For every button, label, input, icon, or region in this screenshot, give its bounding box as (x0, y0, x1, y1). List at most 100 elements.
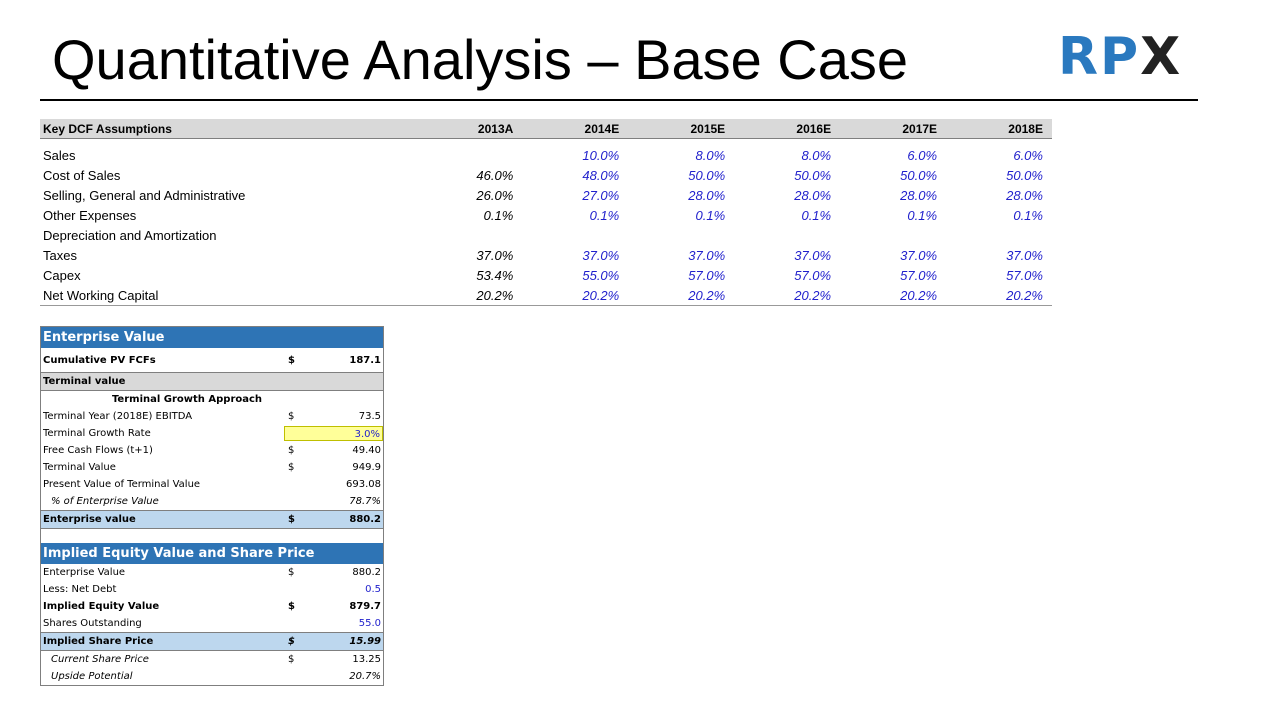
assumption-value: 0.1% (801, 207, 832, 223)
assumption-value: 8.0% (801, 147, 832, 163)
assumption-value: 6.0% (1013, 147, 1043, 163)
row-label: Implied Equity Value (43, 601, 160, 612)
assumption-value: 55.0% (582, 267, 620, 283)
row-value: 49.40 (352, 445, 381, 456)
assumption-value: 37.0% (1006, 247, 1043, 263)
logo-x-mark: X (1140, 27, 1183, 87)
row-dollar: $ (288, 462, 295, 473)
approach-label: Terminal Growth Approach (111, 394, 263, 405)
row-value: 0.5 (365, 584, 381, 595)
row-label: Terminal Value (43, 462, 116, 473)
eq-row: Current Share Price $ 13.25 (41, 651, 383, 668)
ev-row: Terminal Value $ 949.9 (41, 459, 383, 476)
row-dollar: $ (288, 411, 295, 422)
row-value: 78.7% (349, 496, 381, 507)
row-value: 879.7 (349, 601, 381, 612)
assumption-value: 0.1% (1013, 207, 1043, 223)
year-header: 2013A (477, 121, 514, 136)
assumption-value: 50.0% (688, 167, 726, 183)
assumption-label: Other Expenses (43, 207, 137, 223)
row-label: Cumulative PV FCFs (43, 354, 156, 366)
assumption-value: 8.0% (695, 147, 726, 163)
assumption-value: 50.0% (900, 167, 938, 183)
assumption-row: Other Expenses 0.1% 0.1% 0.1% 0.1% 0.1% 0.1% (40, 205, 1052, 225)
terminal-growth-approach: Terminal Growth Approach (41, 391, 383, 408)
row-dollar: $ (288, 567, 295, 578)
title-divider (40, 99, 1198, 101)
eq-row: Implied Equity Value $ 879.7 (41, 598, 383, 615)
assumption-value: 20.2% (688, 287, 726, 303)
assumption-value: 37.0% (794, 247, 832, 263)
enterprise-value-total-row: Enterprise value $ 880.2 (41, 510, 383, 529)
assumption-value: 57.0% (1006, 267, 1043, 283)
logo-text: RP (1058, 27, 1141, 87)
row-label: Present Value of Terminal Value (43, 479, 201, 490)
ev-row: % of Enterprise Value 78.7% (41, 493, 383, 510)
assumption-value: 37.0% (688, 247, 726, 263)
assumption-value: 57.0% (688, 267, 726, 283)
assumption-value: 10.0% (582, 147, 620, 163)
cumulative-pv-row: Cumulative PV FCFs $ 187.1 (41, 348, 383, 372)
terminal-growth-rate-input[interactable]: 3.0% (284, 426, 383, 441)
row-value: 693.08 (346, 479, 381, 490)
ev-row: Terminal Growth Rate 3.0% (41, 425, 383, 442)
row-label: Current Share Price (51, 654, 149, 665)
assumption-value: 37.0% (900, 247, 938, 263)
assumption-value: 53.4% (476, 267, 514, 283)
assumption-row: Selling, General and Administrative 26.0%… (40, 185, 1052, 205)
assumption-value: 28.0% (900, 187, 938, 203)
assumption-label: Capex (43, 267, 81, 283)
assumption-value: 46.0% (476, 167, 514, 183)
assumption-label: Cost of Sales (43, 167, 121, 183)
assumption-label: Net Working Capital (43, 287, 159, 303)
assumption-label: Sales (43, 147, 76, 163)
row-label: Less: Net Debt (43, 584, 117, 595)
row-value: 187.1 (349, 354, 381, 366)
row-label: Upside Potential (51, 671, 133, 682)
assumption-value: 48.0% (582, 167, 620, 183)
year-header: 2018E (1008, 121, 1043, 136)
ev-row: Present Value of Terminal Value 693.08 (41, 476, 383, 493)
eq-row: Shares Outstanding 55.0 (41, 615, 383, 632)
ev-row: Terminal Year (2018E) EBITDA $ 73.5 (41, 408, 383, 425)
row-dollar: $ (288, 354, 295, 366)
assumption-row: Capex 53.4% 55.0% 57.0% 57.0% 57.0% 57.0% (40, 265, 1052, 285)
assumption-value: 50.0% (794, 167, 832, 183)
assumption-value: 20.2% (900, 287, 938, 303)
assumption-value: 20.2% (794, 287, 832, 303)
row-value: 15.99 (349, 636, 381, 647)
year-header: 2015E (690, 121, 726, 136)
assumption-row: Net Working Capital 20.2% 20.2% 20.2% 20.2% 2… (40, 285, 1052, 305)
row-dollar: $ (288, 654, 295, 665)
row-value: 13.25 (352, 654, 381, 665)
assumption-value: 37.0% (476, 247, 514, 263)
table-header: Key DCF Assumptions 2013A 2014E 2015E 20… (40, 119, 1052, 139)
assumption-value: 0.1% (483, 207, 514, 223)
assumption-row: Cost of Sales 46.0% 48.0% 50.0% 50.0% 50.0% 50… (40, 165, 1052, 185)
assumption-value: 28.0% (688, 187, 726, 203)
assumption-value: 26.0% (476, 187, 514, 203)
assumption-row: Taxes 37.0% 37.0% 37.0% 37.0% 37.0% 37.0% (40, 245, 1052, 265)
row-label: % of Enterprise Value (51, 496, 159, 507)
row-dollar: $ (288, 601, 295, 612)
assumption-value: 0.1% (589, 207, 620, 223)
rpx-logo: RP X (1058, 27, 1183, 87)
implied-equity-panel: Implied Equity Value and Share Price Ent… (40, 543, 384, 686)
row-label: Free Cash Flows (t+1) (43, 445, 153, 456)
assumption-value: 57.0% (794, 267, 832, 283)
row-value: 55.0 (358, 618, 381, 629)
assumption-value: 0.1% (907, 207, 938, 223)
assumption-value: 27.0% (582, 187, 620, 203)
assumption-value: 20.2% (582, 287, 620, 303)
row-label: Implied Share Price (43, 636, 154, 647)
enterprise-value-panel: Enterprise Value Cumulative PV FCFs $ 18… (40, 326, 384, 544)
assumption-value: 6.0% (907, 147, 938, 163)
assumption-value: 20.2% (1006, 287, 1043, 303)
assumption-value: 57.0% (900, 267, 938, 283)
row-label: Enterprise value (43, 514, 136, 525)
row-label: Terminal Year (2018E) EBITDA (43, 411, 193, 422)
assumption-value: 28.0% (794, 187, 832, 203)
row-value: 880.2 (349, 514, 381, 525)
row-label: Terminal value (43, 376, 126, 387)
eq-row: Upside Potential 20.7% (41, 668, 383, 685)
